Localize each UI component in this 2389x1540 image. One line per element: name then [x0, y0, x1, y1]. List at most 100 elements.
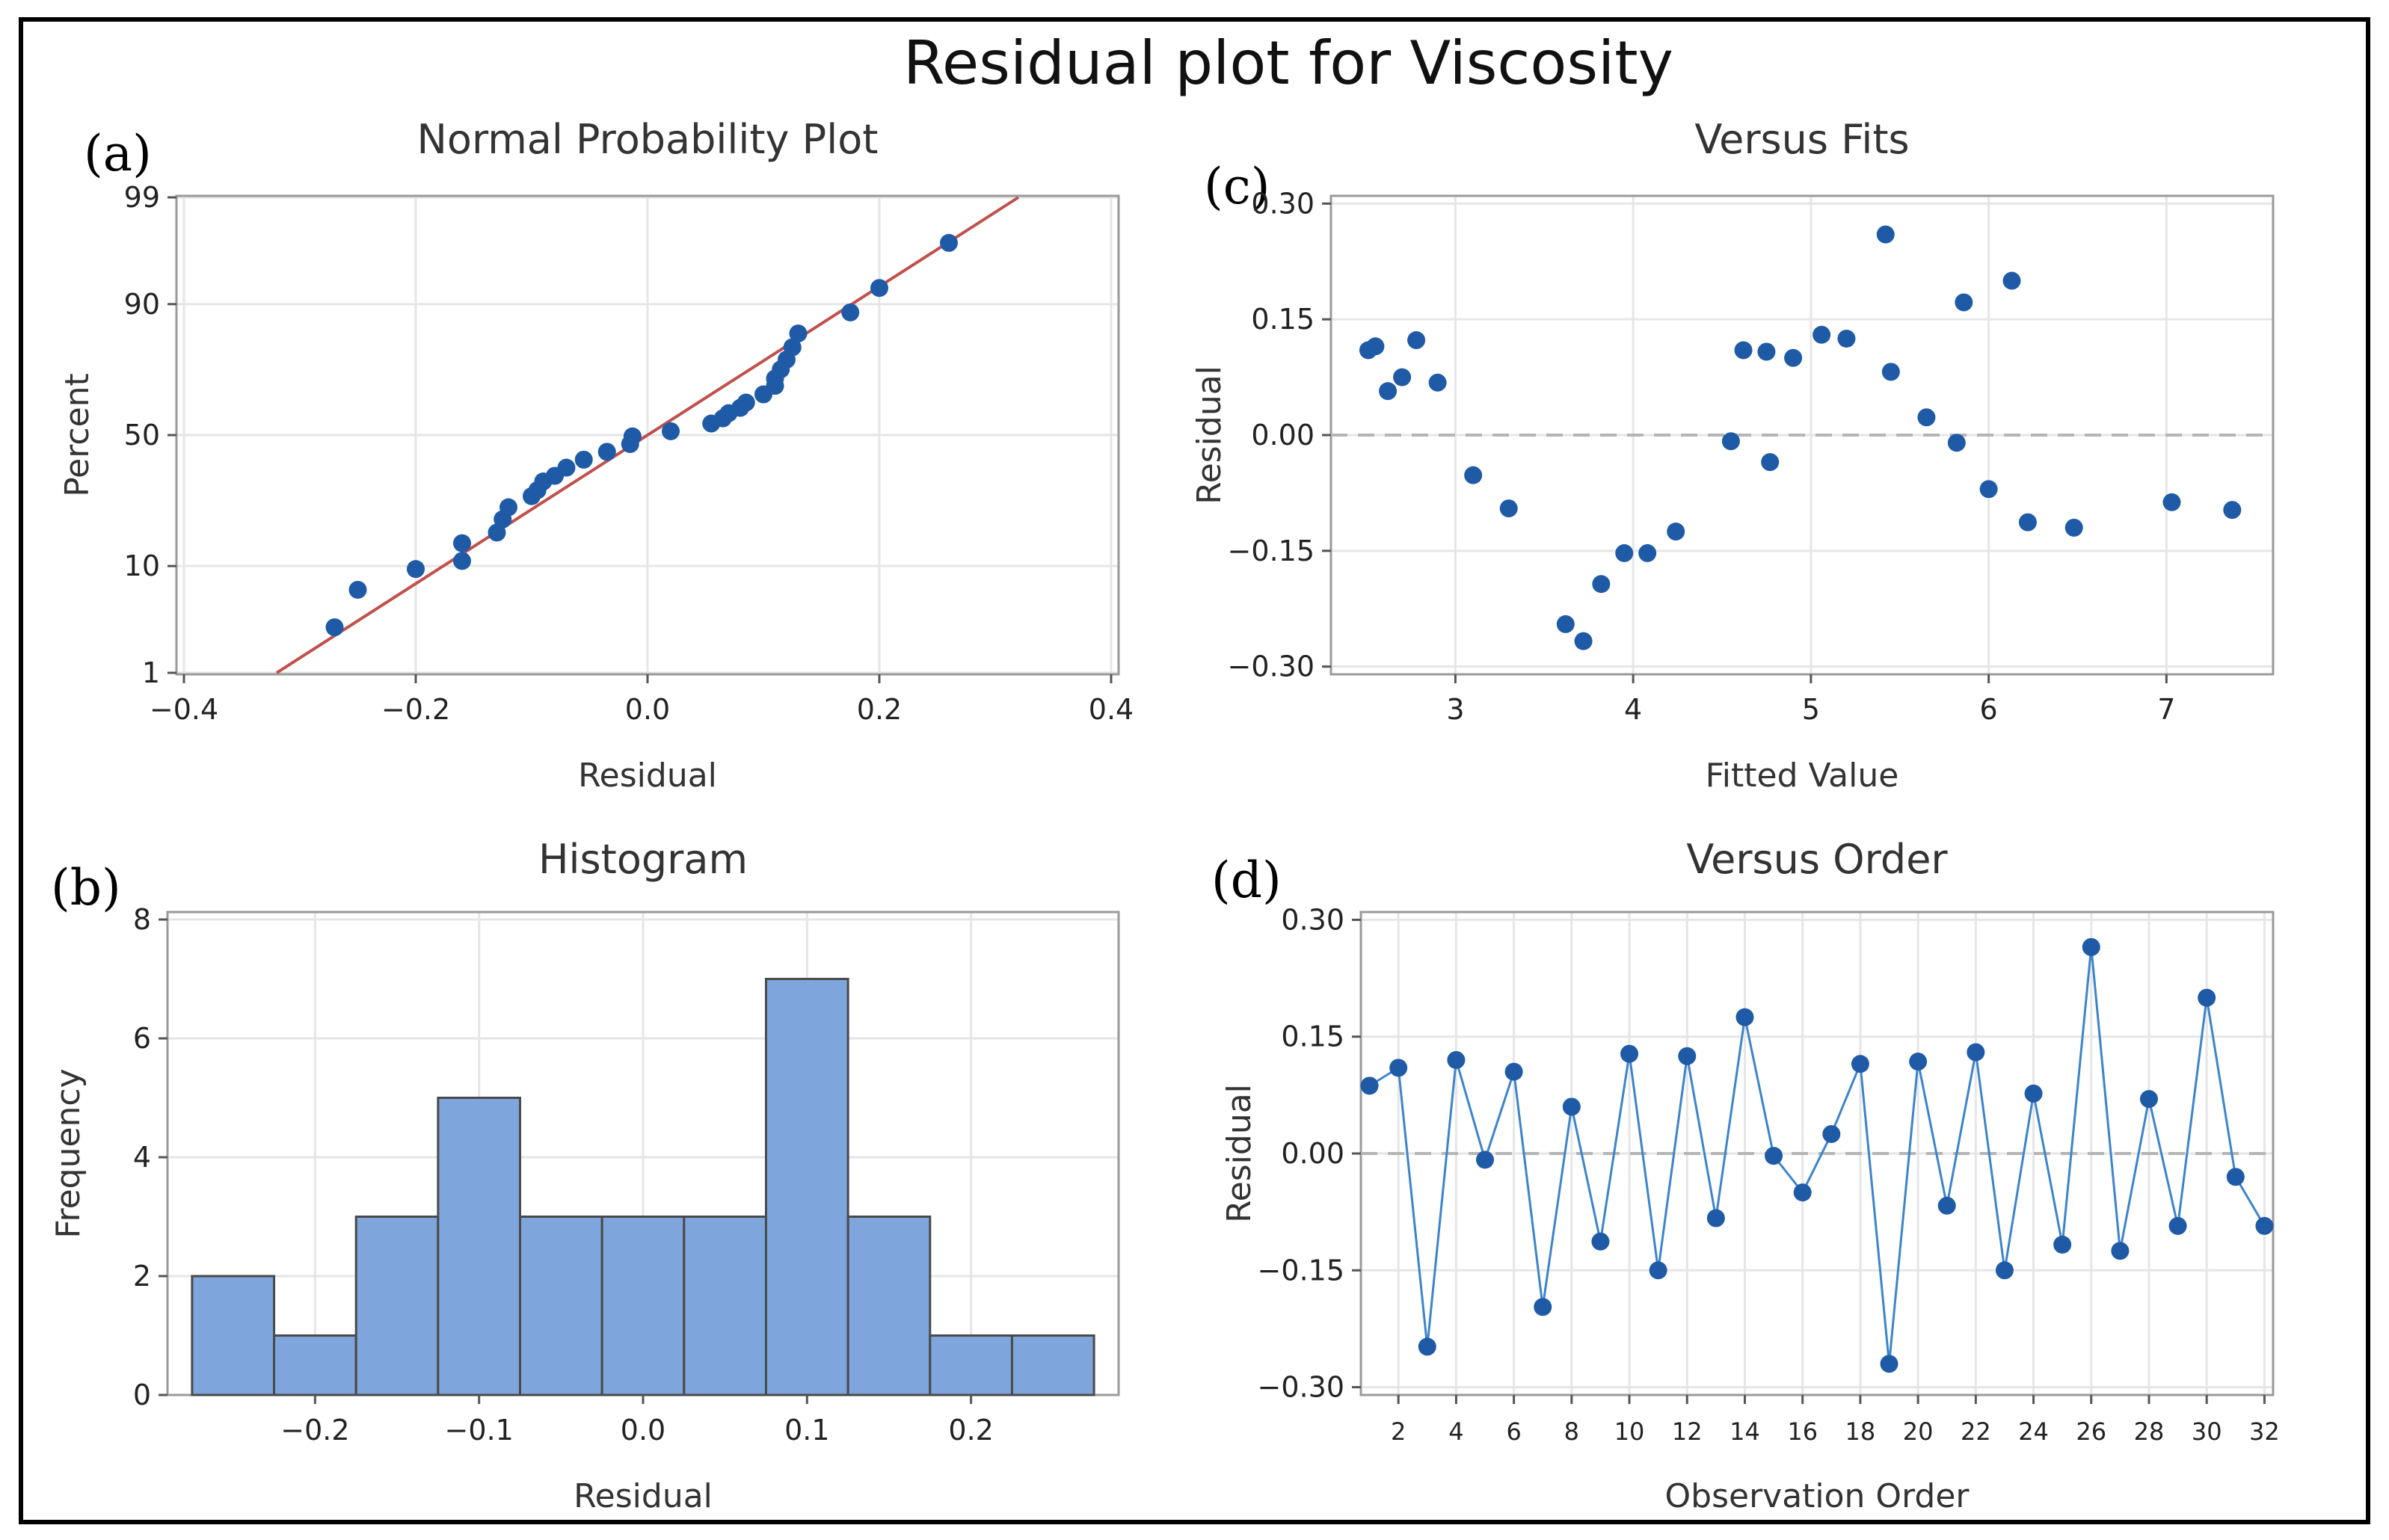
- data-point: [662, 422, 680, 440]
- panel-title: Versus Fits: [1694, 116, 1909, 163]
- data-point: [1592, 575, 1611, 594]
- data-point: [1499, 499, 1518, 518]
- data-point: [2139, 1090, 2158, 1109]
- data-point: [407, 560, 425, 579]
- data-point: [1678, 1047, 1697, 1065]
- data-point: [2198, 988, 2216, 1007]
- y-tick-label: 0.15: [1281, 1020, 1344, 1053]
- data-point: [1706, 1209, 1725, 1228]
- x-axis-label: Residual: [578, 757, 717, 795]
- data-point: [2053, 1235, 2072, 1254]
- x-tick-label: 0.1: [784, 1414, 829, 1447]
- data-point: [1504, 1062, 1523, 1081]
- x-tick-label: 2: [1391, 1417, 1406, 1446]
- data-point: [1995, 1261, 2014, 1280]
- x-tick-label: 8: [1564, 1417, 1579, 1446]
- data-point: [1881, 363, 1900, 381]
- histogram-bar: [600, 1216, 686, 1396]
- data-point: [1667, 523, 1685, 541]
- data-point: [1418, 1337, 1436, 1356]
- data-point: [574, 450, 593, 469]
- data-point: [1784, 348, 1803, 367]
- histogram-bar: [519, 1216, 603, 1396]
- y-tick-label: 1: [142, 656, 160, 689]
- x-axis-label: Observation Order: [1665, 1477, 1970, 1515]
- y-tick-label: −0.30: [1258, 1371, 1344, 1404]
- y-axis-label: Frequency: [49, 1068, 87, 1238]
- data-point: [1812, 325, 1831, 344]
- x-tick-label: 16: [1787, 1417, 1818, 1446]
- data-point: [783, 338, 802, 357]
- data-point: [1909, 1053, 1928, 1071]
- data-point: [325, 618, 344, 637]
- data-point: [1379, 382, 1398, 401]
- data-point: [1574, 632, 1593, 650]
- data-point: [2226, 1168, 2245, 1186]
- x-tick-label: 26: [2076, 1417, 2106, 1446]
- y-tick-label: 0.00: [1281, 1137, 1344, 1170]
- panel-letter: (b): [51, 859, 121, 917]
- x-tick-label: 20: [1903, 1417, 1934, 1446]
- x-tick-label: 30: [2192, 1417, 2222, 1446]
- y-tick-label: −0.30: [1228, 650, 1315, 683]
- y-tick-label: 50: [124, 419, 160, 452]
- histogram-bar: [354, 1216, 440, 1396]
- y-tick-label: 0.15: [1251, 303, 1315, 336]
- data-point: [1556, 615, 1575, 633]
- data-point: [1876, 225, 1895, 244]
- x-tick-label: 14: [1730, 1417, 1760, 1446]
- data-point: [1880, 1355, 1898, 1373]
- data-point: [2024, 1084, 2043, 1103]
- y-tick-label: −0.15: [1258, 1254, 1344, 1287]
- histogram-bar: [683, 1216, 767, 1396]
- x-tick-label: 6: [1980, 693, 1998, 726]
- x-tick-label: 6: [1506, 1417, 1521, 1446]
- histogram-bar: [1010, 1334, 1095, 1396]
- y-tick-label: 99: [124, 181, 160, 214]
- y-tick-label: 0.00: [1251, 419, 1315, 452]
- data-point: [557, 458, 576, 477]
- data-point: [2223, 501, 2242, 520]
- data-point: [1851, 1055, 1869, 1074]
- data-point: [841, 303, 860, 321]
- histogram-bar: [846, 1216, 932, 1396]
- panel-letter: (d): [1211, 851, 1282, 909]
- x-tick-label: 28: [2134, 1417, 2165, 1446]
- panel-d-versus-order: (d) Versus Order Observation Order Residual…: [1211, 836, 2280, 1515]
- data-point: [1721, 432, 1740, 451]
- data-point: [623, 427, 642, 446]
- panel-letter: (c): [1204, 158, 1270, 215]
- panel-letter: (a): [84, 125, 152, 182]
- data-point: [1620, 1044, 1639, 1063]
- x-tick-label: 10: [1614, 1417, 1645, 1446]
- data-point: [1360, 1077, 1379, 1095]
- data-point: [1735, 1008, 1754, 1026]
- data-point: [1447, 1050, 1466, 1069]
- data-point: [870, 279, 888, 298]
- panel-b-histogram: (b) Histogram Residual Frequency −0.2 −0.1 0.0…: [49, 836, 1120, 1515]
- x-axis-label: Fitted Value: [1706, 757, 1899, 795]
- data-point: [1793, 1183, 1812, 1202]
- data-point: [789, 324, 808, 343]
- x-tick-label: 0.2: [948, 1414, 993, 1447]
- x-tick-label: 24: [2018, 1417, 2049, 1446]
- data-point: [1765, 1147, 1783, 1165]
- histogram-bar: [764, 978, 849, 1396]
- x-tick-label: 0.4: [1089, 693, 1134, 726]
- y-tick-label: 90: [124, 288, 160, 321]
- main-title: Residual plot for Viscosity: [903, 28, 1673, 98]
- data-point: [2002, 271, 2021, 290]
- data-point: [2018, 513, 2037, 532]
- data-point: [597, 443, 616, 461]
- x-tick-label: 5: [1802, 693, 1820, 726]
- histogram-bar: [191, 1275, 276, 1396]
- data-point: [1937, 1196, 1956, 1215]
- data-point: [1562, 1097, 1581, 1116]
- panel-a-normal-probability-plot: (a) Normal Probability Plot Residual Percen…: [58, 116, 1134, 795]
- x-tick-label: 0.0: [621, 1414, 665, 1447]
- histogram-bar: [929, 1334, 1013, 1396]
- data-point: [1638, 543, 1657, 562]
- data-point: [940, 233, 958, 252]
- y-tick-label: 0.30: [1281, 903, 1344, 936]
